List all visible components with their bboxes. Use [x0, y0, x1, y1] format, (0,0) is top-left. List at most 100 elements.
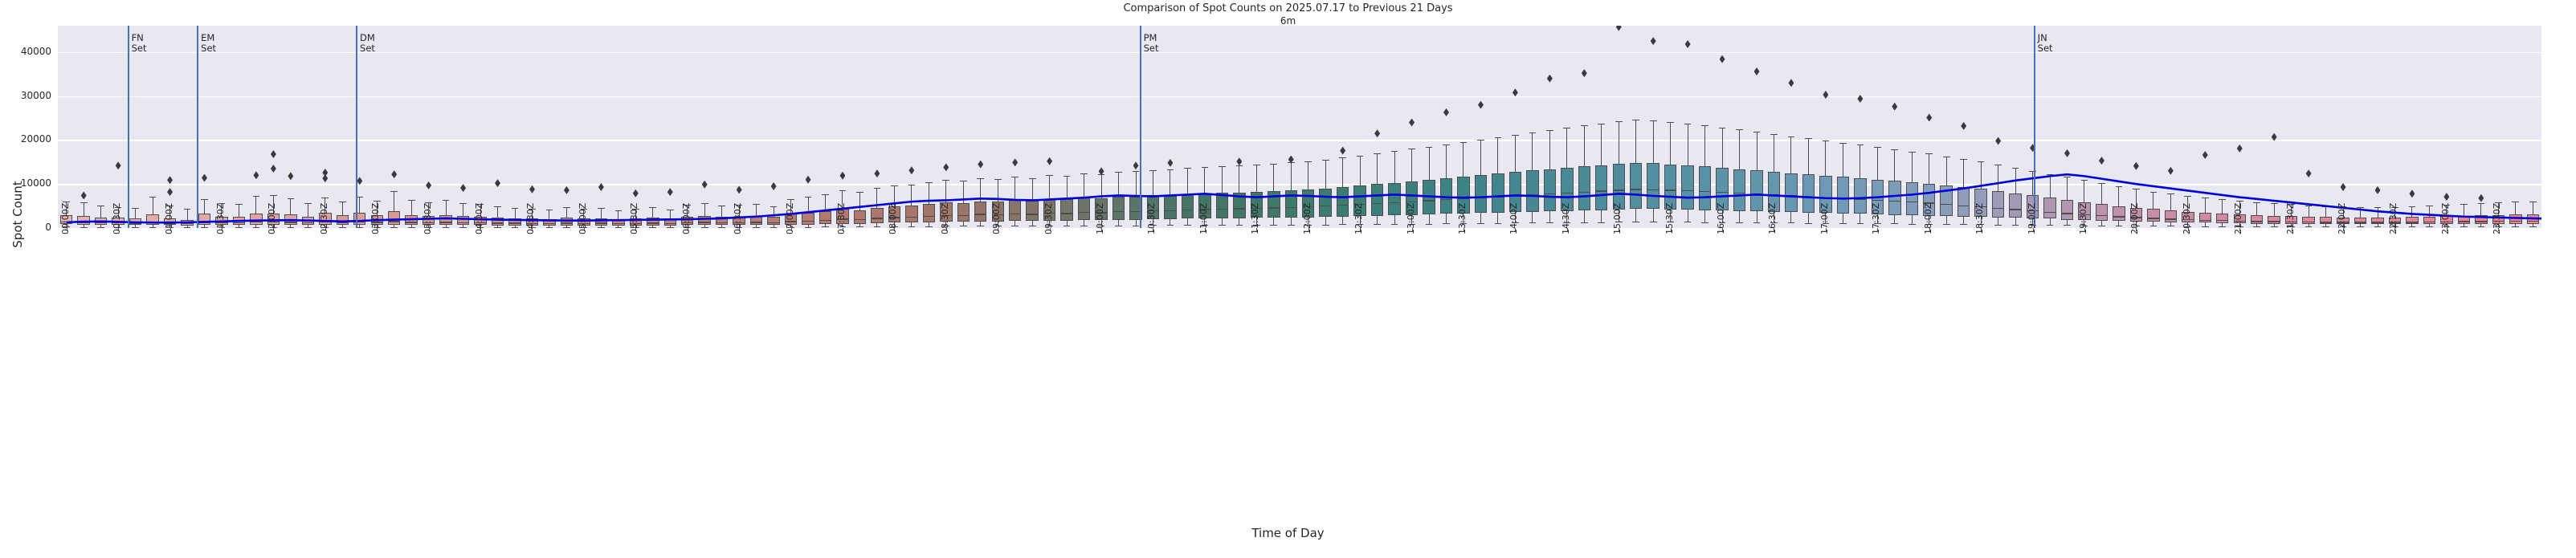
- box-plot-box[interactable]: [612, 219, 625, 226]
- box-plot-box[interactable]: [1319, 188, 1332, 218]
- box-plot-box[interactable]: [456, 216, 470, 226]
- box-plot-box[interactable]: [1060, 199, 1073, 221]
- box-plot-box[interactable]: [1181, 193, 1194, 219]
- box-plot-box[interactable]: [2526, 214, 2539, 224]
- box-plot-box[interactable]: [1595, 165, 1608, 210]
- event-line-dm[interactable]: [356, 26, 358, 228]
- box-plot-box[interactable]: [2250, 215, 2264, 224]
- box-plot-box[interactable]: [94, 217, 108, 225]
- box-plot-box[interactable]: [715, 217, 729, 226]
- box-plot-box[interactable]: [284, 214, 297, 225]
- box-plot-box[interactable]: [974, 201, 987, 222]
- box-plot-box[interactable]: [1492, 173, 1504, 213]
- box-plot-box[interactable]: [508, 218, 521, 226]
- event-line-fn[interactable]: [127, 26, 129, 228]
- box-plot-box[interactable]: [2475, 215, 2488, 224]
- event-line-jn[interactable]: [2033, 26, 2035, 228]
- box-plot-box[interactable]: [2147, 209, 2160, 222]
- box-plot-box[interactable]: [1854, 178, 1867, 214]
- box-plot-box[interactable]: [2268, 215, 2280, 224]
- box-plot-box[interactable]: [1991, 190, 2005, 218]
- box-plot-box[interactable]: [2509, 214, 2522, 224]
- box-plot-box[interactable]: [301, 216, 315, 226]
- box-plot-box[interactable]: [1526, 170, 1539, 212]
- box-plot-box[interactable]: [129, 218, 142, 226]
- box-plot-box[interactable]: [543, 219, 556, 226]
- box-whisker-cap: [2219, 226, 2227, 227]
- box-plot-box[interactable]: [749, 216, 763, 226]
- event-line-pm[interactable]: [1139, 26, 1141, 228]
- box-plot-box[interactable]: [1681, 165, 1694, 210]
- box-plot-box[interactable]: [146, 214, 159, 225]
- box-plot-box[interactable]: [439, 214, 452, 226]
- box-plot-box[interactable]: [767, 217, 780, 226]
- box-plot-box[interactable]: [1439, 177, 1453, 214]
- event-line-em[interactable]: [197, 26, 199, 228]
- box-plot-box[interactable]: [2095, 204, 2109, 221]
- box-plot-box[interactable]: [2043, 198, 2056, 219]
- box-plot-box[interactable]: [853, 210, 867, 224]
- box-plot-box[interactable]: [1370, 184, 1384, 216]
- box-plot-box[interactable]: [1423, 179, 1435, 214]
- box-plot-box[interactable]: [1957, 187, 1970, 217]
- box-plot-box[interactable]: [2371, 217, 2384, 225]
- box-plot-box[interactable]: [802, 212, 814, 225]
- box-plot-box[interactable]: [1474, 175, 1488, 214]
- box-plot-box[interactable]: [1940, 185, 1953, 217]
- box-plot-box[interactable]: [2113, 206, 2125, 222]
- box-plot-box[interactable]: [1026, 201, 1039, 222]
- box-plot-box[interactable]: [232, 216, 246, 226]
- box-plot-box[interactable]: [922, 203, 936, 222]
- box-plot-box[interactable]: [560, 218, 574, 226]
- box-plot-box[interactable]: [2406, 217, 2419, 225]
- box-whisker-cap: [2477, 202, 2485, 204]
- box-plot-box[interactable]: [1233, 192, 1246, 218]
- box-plot-box[interactable]: [1543, 169, 1557, 212]
- box-plot-box[interactable]: [1629, 162, 1643, 210]
- box-plot-box[interactable]: [594, 218, 608, 226]
- box-plot-box[interactable]: [1336, 187, 1349, 217]
- box-plot-box[interactable]: [336, 215, 349, 226]
- box-plot-box[interactable]: [2164, 210, 2178, 222]
- box-plot-box[interactable]: [698, 215, 711, 226]
- box-plot-box[interactable]: [1905, 182, 1918, 216]
- box-plot-box[interactable]: [871, 207, 884, 223]
- box-plot-box[interactable]: [1164, 194, 1177, 220]
- box-plot-box[interactable]: [1077, 198, 1091, 221]
- box-plot-box[interactable]: [2319, 217, 2333, 225]
- box-plot-box[interactable]: [387, 210, 401, 225]
- box-plot-box[interactable]: [2354, 217, 2367, 225]
- box-plot-box[interactable]: [198, 214, 211, 225]
- box-plot-box[interactable]: [2060, 199, 2074, 220]
- box-plot-box[interactable]: [491, 218, 504, 226]
- box-plot-box[interactable]: [1578, 166, 1590, 211]
- box-plot-box[interactable]: [2198, 212, 2211, 223]
- box-plot-box[interactable]: [1888, 181, 1901, 215]
- box-plot-box[interactable]: [1785, 173, 1798, 213]
- box-plot-box[interactable]: [2216, 213, 2229, 223]
- box-plot-box[interactable]: [405, 214, 418, 226]
- box-plot-box[interactable]: [2457, 215, 2471, 224]
- box-plot-box[interactable]: [1388, 182, 1401, 216]
- box-plot-box[interactable]: [957, 202, 970, 222]
- box-plot-box[interactable]: [1802, 174, 1815, 213]
- box-plot-box[interactable]: [1284, 189, 1297, 218]
- box-plot-box[interactable]: [1112, 197, 1125, 220]
- box-plot-box[interactable]: [250, 214, 263, 225]
- box-plot-box[interactable]: [2302, 216, 2315, 225]
- box-plot-box[interactable]: [1008, 200, 1022, 222]
- box-plot-box[interactable]: [819, 211, 832, 225]
- box-plot-box[interactable]: [2009, 193, 2022, 218]
- box-plot-box[interactable]: [663, 218, 676, 226]
- box-plot-box[interactable]: [77, 216, 90, 225]
- box-plot-box[interactable]: [647, 218, 659, 226]
- box-plot-box[interactable]: [1698, 166, 1712, 210]
- box-plot-box[interactable]: [905, 206, 918, 223]
- box-plot-box[interactable]: [1750, 170, 1763, 212]
- box-plot-box[interactable]: [1836, 177, 1850, 214]
- box-plot-box[interactable]: [1733, 169, 1746, 211]
- box-plot-box[interactable]: [1647, 163, 1659, 210]
- box-plot-box[interactable]: [2423, 216, 2436, 225]
- box-plot-box[interactable]: [1268, 190, 1280, 218]
- box-plot-box[interactable]: [1215, 193, 1229, 218]
